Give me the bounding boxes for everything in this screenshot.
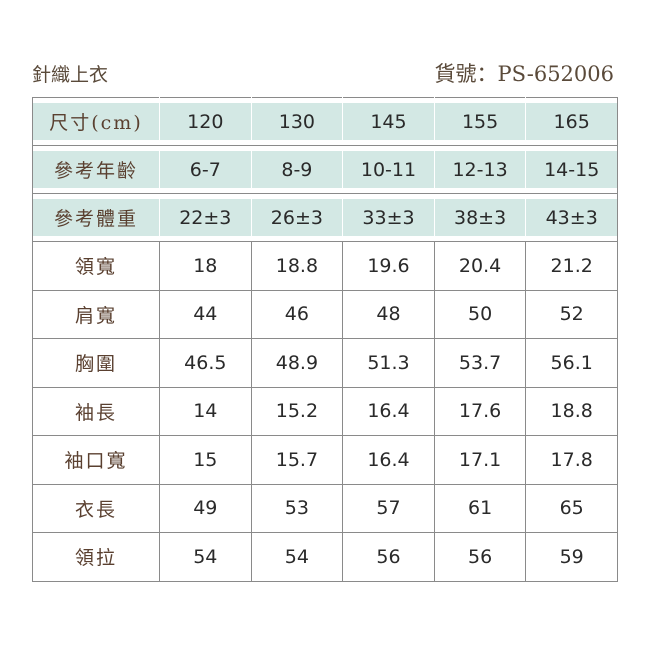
- table-cell: 52: [525, 289, 618, 339]
- table-row: 領拉 54 54 56 56 59: [32, 532, 618, 582]
- row-label: 胸圍: [32, 338, 160, 388]
- table-cell: 46: [250, 289, 344, 339]
- table-cell: 33±3: [342, 193, 435, 242]
- table-cell: 10-11: [342, 145, 435, 194]
- row-label: 肩寬: [32, 289, 160, 339]
- table-cell: 57: [342, 483, 435, 533]
- table-cell: 17.6: [433, 386, 527, 436]
- table-cell: 44: [159, 289, 252, 339]
- table-cell: 12-13: [433, 145, 527, 194]
- table-cell: 21.2: [525, 241, 618, 291]
- table-row: 袖口寬 15 15.7 16.4 17.1 17.8: [32, 435, 618, 485]
- table-cell: 26±3: [250, 193, 344, 242]
- row-label: 參考年齡: [32, 145, 160, 194]
- table-cell: 120: [159, 97, 252, 146]
- table-cell: 43±3: [525, 193, 618, 242]
- table-cell: 18.8: [250, 241, 344, 291]
- table-cell: 145: [342, 97, 435, 146]
- table-cell: 15: [159, 435, 252, 485]
- size-chart-table: 尺寸(cm) 120 130 145 155 165 參考年齡 6-7 8-9 10-11 12-1…: [32, 97, 618, 582]
- table-cell: 15.2: [250, 386, 344, 436]
- table-cell: 38±3: [433, 193, 527, 242]
- product-title: 針織上衣: [32, 64, 109, 86]
- table-cell: 17.8: [525, 435, 618, 485]
- table-cell: 50: [433, 289, 527, 339]
- table-cell: 8-9: [250, 145, 344, 194]
- table-cell: 14-15: [525, 145, 618, 194]
- table-row: 胸圍 46.5 48.9 51.3 53.7 56.1: [32, 338, 618, 388]
- table-cell: 59: [525, 532, 618, 582]
- table-cell: 130: [250, 97, 344, 146]
- table-cell: 155: [433, 97, 527, 146]
- table-cell: 65: [525, 483, 618, 533]
- row-label: 衣長: [32, 483, 160, 533]
- row-label: 尺寸(cm): [32, 97, 160, 146]
- header-row: 尺寸(cm) 120 130 145 155 165: [32, 97, 618, 146]
- table-cell: 16.4: [342, 386, 435, 436]
- table-cell: 46.5: [159, 338, 252, 388]
- table-cell: 53.7: [433, 338, 527, 388]
- table-cell: 48.9: [250, 338, 344, 388]
- table-cell: 15.7: [250, 435, 344, 485]
- row-label: 參考體重: [32, 193, 160, 242]
- header-row: 參考年齡 6-7 8-9 10-11 12-13 14-15: [32, 145, 618, 194]
- table-row: 領寬 18 18.8 19.6 20.4 21.2: [32, 241, 618, 291]
- row-label: 領拉: [32, 532, 160, 582]
- table-row: 肩寬 44 46 48 50 52: [32, 289, 618, 339]
- table-cell: 56: [342, 532, 435, 582]
- table-cell: 54: [159, 532, 252, 582]
- table-cell: 61: [433, 483, 527, 533]
- table-cell: 18: [159, 241, 252, 291]
- table-cell: 53: [250, 483, 344, 533]
- table-cell: 51.3: [342, 338, 435, 388]
- table-cell: 56: [433, 532, 527, 582]
- table-row: 衣長 49 53 57 61 65: [32, 483, 618, 533]
- table-cell: 56.1: [525, 338, 618, 388]
- table-cell: 14: [159, 386, 252, 436]
- table-cell: 16.4: [342, 435, 435, 485]
- header-row: 參考體重 22±3 26±3 33±3 38±3 43±3: [32, 193, 618, 242]
- table-row: 袖長 14 15.2 16.4 17.6 18.8: [32, 386, 618, 436]
- table-cell: 48: [342, 289, 435, 339]
- item-code: 貨號：PS-652006: [434, 62, 614, 86]
- table-cell: 49: [159, 483, 252, 533]
- row-label: 袖口寬: [32, 435, 160, 485]
- table-cell: 165: [525, 97, 618, 146]
- row-label: 袖長: [32, 386, 160, 436]
- table-cell: 20.4: [433, 241, 527, 291]
- table-cell: 6-7: [159, 145, 252, 194]
- table-cell: 18.8: [525, 386, 618, 436]
- table-cell: 19.6: [342, 241, 435, 291]
- table-cell: 54: [250, 532, 344, 582]
- row-label: 領寬: [32, 241, 160, 291]
- table-cell: 22±3: [159, 193, 252, 242]
- table-cell: 17.1: [433, 435, 527, 485]
